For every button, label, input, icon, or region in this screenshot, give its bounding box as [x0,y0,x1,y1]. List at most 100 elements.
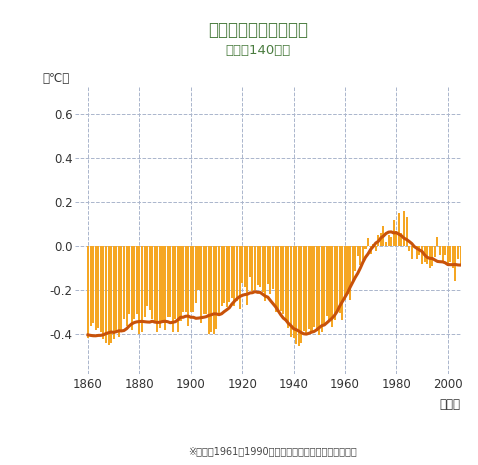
Bar [123,246,125,319]
Bar [226,246,228,307]
Bar [92,246,94,323]
Bar [375,246,377,251]
Text: （年）: （年） [440,399,460,412]
Bar [241,246,243,283]
Bar [459,246,462,266]
Bar [151,246,153,319]
Bar [462,246,464,275]
Bar [272,246,274,289]
Bar [197,246,199,290]
Bar [446,246,449,266]
Bar [251,246,253,292]
Bar [203,246,205,314]
Bar [259,246,261,287]
Bar [141,246,143,332]
Bar [87,246,89,338]
Bar [169,246,171,317]
Bar [308,246,310,329]
Bar [357,246,359,256]
Bar [231,246,233,298]
Text: （℃）: （℃） [43,72,70,85]
Bar [118,246,120,337]
Bar [287,246,290,328]
Bar [367,239,369,246]
Bar [254,246,256,290]
Bar [156,246,158,332]
Bar [249,246,251,277]
Bar [315,246,318,331]
Bar [352,246,354,283]
Bar [290,246,292,337]
Bar [130,246,133,330]
Bar [305,246,307,333]
Bar [179,246,182,321]
Bar [344,246,346,300]
Bar [200,246,202,323]
Bar [418,246,421,255]
Bar [369,246,371,254]
Bar [97,246,99,328]
Bar [364,246,367,249]
Bar [208,246,210,334]
Bar [336,246,338,313]
Bar [347,246,348,293]
Bar [264,246,266,301]
Bar [187,246,189,326]
Bar [270,246,272,294]
Bar [220,246,223,306]
Bar [380,233,382,246]
Bar [323,246,326,325]
Bar [133,246,135,319]
Bar [467,246,469,270]
Bar [359,246,361,265]
Bar [261,246,264,292]
Bar [331,246,333,326]
Bar [172,246,174,332]
Bar [470,246,472,266]
Bar [143,246,146,317]
Bar [457,246,459,259]
Bar [334,246,336,320]
Bar [421,246,423,264]
Text: ※気温は1961〜1990年の平均からの気温の偏差を表す: ※気温は1961〜1990年の平均からの気温の偏差を表す [188,446,357,457]
Bar [401,233,402,246]
Bar [285,246,287,320]
Bar [328,246,331,320]
Bar [431,246,433,266]
Bar [372,244,374,246]
Bar [424,246,425,262]
Bar [164,246,166,330]
Bar [192,246,195,312]
Bar [182,246,184,312]
Bar [228,246,230,302]
Bar [89,246,92,326]
Bar [126,246,128,326]
Bar [416,246,418,259]
Bar [472,246,474,255]
Bar [442,246,444,262]
Bar [177,246,179,332]
Bar [95,246,97,330]
Bar [313,246,315,326]
Bar [205,246,207,314]
Bar [403,211,405,246]
Bar [113,246,115,339]
Bar [105,246,107,343]
Bar [377,235,380,246]
Bar [100,246,102,332]
Bar [110,246,112,343]
Bar [452,246,454,268]
Bar [434,246,436,257]
Bar [162,246,163,323]
Bar [426,246,428,264]
Bar [341,246,343,320]
Bar [216,246,217,329]
Bar [213,246,215,334]
Bar [174,246,176,319]
Bar [257,246,259,285]
Bar [354,246,356,272]
Bar [108,246,109,345]
Bar [411,246,413,259]
Bar [146,246,148,306]
Bar [239,246,240,309]
